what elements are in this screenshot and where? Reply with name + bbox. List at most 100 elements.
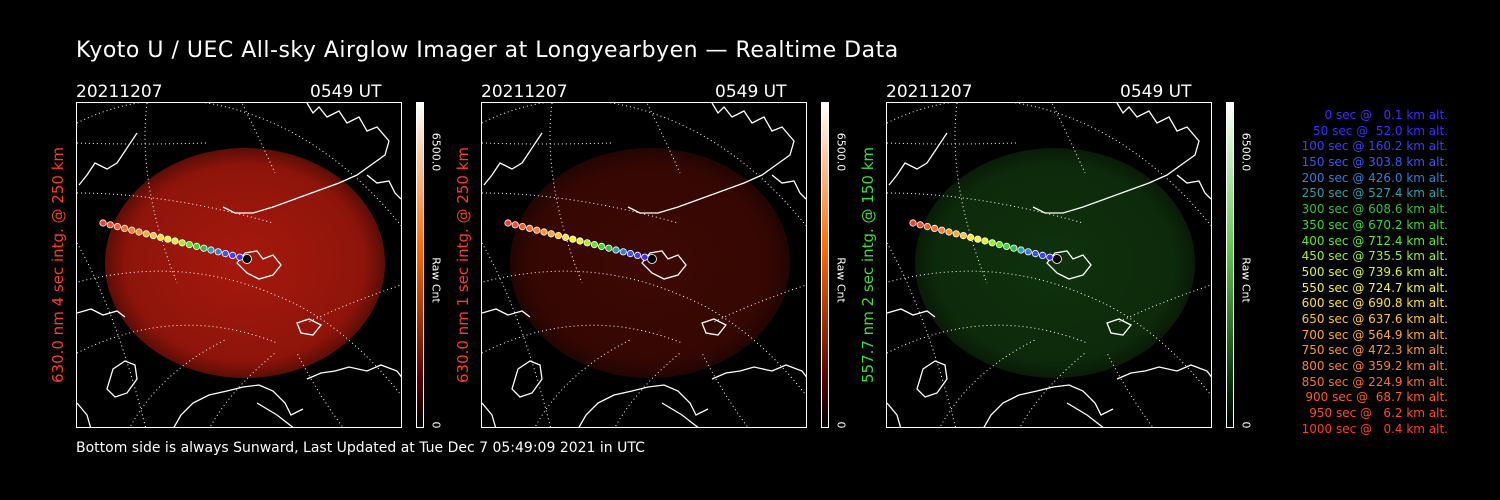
- panel-ylabel: 557.7 nm 2 sec intg. @ 150 km: [859, 146, 877, 384]
- coastline: [661, 402, 699, 427]
- trajectory-point: [641, 253, 649, 261]
- coastline: [771, 174, 806, 200]
- image-panel-630nm-1s: 20211207 0549 UT 630.0 nm 1 sec intg. @ …: [454, 80, 901, 430]
- latlon-grid-line: [482, 242, 551, 427]
- colorbar: [821, 102, 829, 428]
- trajectory-point: [1010, 244, 1018, 252]
- trajectory-point: [562, 233, 570, 241]
- legend-entry: 200 sec @ 426.0 km alt.: [1301, 170, 1448, 185]
- trajectory-point: [598, 242, 606, 250]
- trajectory-point: [207, 246, 215, 254]
- trajectory-point: [605, 244, 613, 252]
- panel-time: 0549 UT: [310, 82, 382, 102]
- legend-entry: 250 sec @ 527.4 km alt.: [1301, 186, 1448, 201]
- trajectory-point: [193, 242, 201, 250]
- colorbar-max-label: 6500.0: [834, 132, 848, 172]
- latlon-grid-line: [306, 284, 401, 324]
- trajectory-point: [981, 237, 989, 245]
- allsky-map: [481, 102, 807, 428]
- trajectory-point: [1003, 242, 1011, 250]
- legend-entry: 350 sec @ 670.2 km alt.: [1301, 217, 1448, 232]
- image-panel-630nm-4s: 20211207 0549 UT 630.0 nm 4 sec intg. @ …: [49, 80, 496, 430]
- latlon-grid-line: [887, 103, 1211, 227]
- latlon-grid-line: [711, 284, 806, 324]
- coastline: [1176, 174, 1211, 200]
- trajectory-point: [128, 226, 136, 234]
- latlon-grid-line: [482, 103, 806, 227]
- trajectory-point: [576, 237, 584, 245]
- legend-entry: 0 sec @ 0.1 km alt.: [1324, 108, 1449, 122]
- trajectory-point: [164, 235, 172, 243]
- panel-ylabel: 630.0 nm 4 sec intg. @ 250 km: [49, 146, 67, 384]
- trajectory-point: [149, 232, 158, 240]
- latlon-grid-line: [77, 270, 401, 397]
- trajectory-point: [916, 221, 924, 229]
- trajectory-point: [583, 239, 591, 247]
- legend-entry: 800 sec @ 359.2 km alt.: [1301, 359, 1448, 373]
- trajectory-point: [988, 239, 996, 247]
- trajectory-point: [120, 224, 129, 233]
- allsky-map: [76, 102, 402, 428]
- trajectory-point: [1024, 248, 1032, 256]
- colorbar: [1226, 102, 1234, 428]
- latlon-grid-line: [887, 242, 956, 427]
- coastline: [983, 384, 1114, 427]
- trajectory-point: [142, 230, 150, 238]
- trajectory-point: [214, 248, 222, 256]
- colorbar-unit-label: Raw Cnt: [834, 257, 848, 303]
- coastline: [1046, 250, 1092, 280]
- latlon-grid-line: [77, 103, 401, 227]
- trajectory-point: [518, 223, 527, 231]
- colorbar-min-label: 0: [1239, 421, 1253, 429]
- trajectory-point: [221, 250, 229, 258]
- panel-date: 20211207: [76, 82, 163, 102]
- trajectory-point: [540, 228, 548, 236]
- latlon-grid-line: [209, 352, 276, 427]
- coastline: [78, 132, 138, 186]
- trajectory-point: [113, 223, 122, 231]
- trajectory-point: [185, 241, 194, 249]
- coastline: [1032, 103, 1200, 214]
- coastline: [483, 132, 543, 186]
- image-panel-557nm-2s: 20211207 0549 UT 557.7 nm 2 sec intg. @ …: [859, 80, 1306, 430]
- trajectory-point: [909, 219, 917, 227]
- coastline: [222, 103, 390, 214]
- colorbar-min-label: 0: [429, 421, 443, 429]
- trajectory-point: [974, 235, 982, 243]
- legend-entry: 550 sec @ 724.7 km alt.: [1301, 280, 1448, 295]
- coastline: [701, 318, 728, 336]
- trajectory-point: [930, 224, 939, 233]
- legend-entry: 450 sec @ 735.5 km alt.: [1301, 249, 1448, 264]
- coastline: [627, 103, 795, 214]
- latlon-grid-line: [887, 270, 1211, 397]
- map-svg: [887, 103, 1211, 427]
- panel-time: 0549 UT: [1120, 82, 1192, 102]
- coastline: [482, 402, 497, 427]
- trajectory-point: [967, 233, 975, 241]
- trajectory-point: [959, 232, 968, 240]
- trajectory-point: [178, 239, 186, 247]
- coastline: [1106, 318, 1133, 336]
- latlon-grid-line: [1116, 284, 1211, 324]
- legend-entry: 600 sec @ 690.8 km alt.: [1301, 296, 1448, 311]
- coastline: [306, 364, 401, 380]
- coastline: [482, 308, 531, 318]
- trajectory-point: [619, 248, 627, 256]
- colorbar-unit-label: Raw Cnt: [1239, 257, 1253, 303]
- coastline: [173, 384, 304, 427]
- latlon-grid-line: [887, 142, 1018, 145]
- latlon-grid-line: [241, 103, 276, 174]
- latlon-grid-line: [77, 324, 278, 354]
- colorbar: [416, 102, 424, 428]
- trajectory-point: [533, 226, 541, 234]
- colorbar-min-label: 0: [834, 421, 848, 429]
- coastline: [887, 402, 902, 427]
- latlon-grid-line: [77, 242, 146, 427]
- trajectory-point: [99, 219, 107, 227]
- coastline: [916, 360, 948, 398]
- coastline: [1116, 364, 1211, 380]
- latlon-grid-line: [296, 352, 344, 427]
- trajectory-point: [504, 219, 512, 227]
- latlon-grid-line: [482, 270, 806, 397]
- trajectory-point: [157, 233, 165, 241]
